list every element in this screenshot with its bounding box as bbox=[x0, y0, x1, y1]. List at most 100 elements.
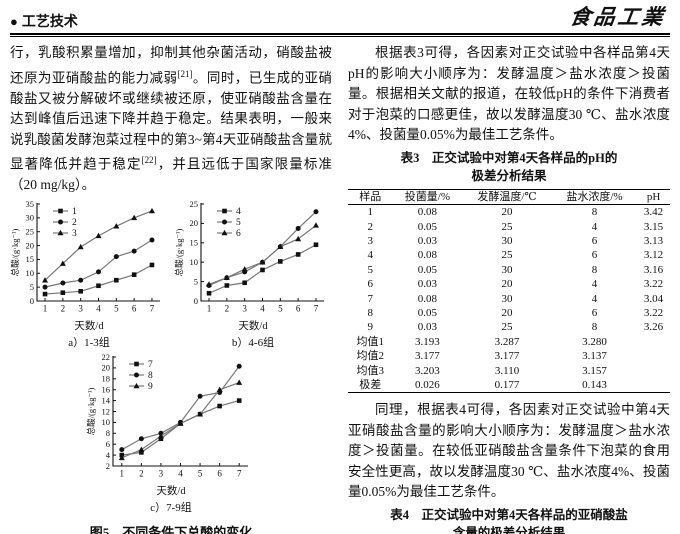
table-cell: 30 bbox=[501, 234, 513, 247]
chart-a-canvas: 0 5 10 15 20 25 30 35 1 2 3 4 5 6 7 总酸/(g·kg⁻¹) 1 2 3 bbox=[10, 198, 168, 320]
table-column-header: 样品 bbox=[348, 189, 393, 206]
chart-b-subcaption: b）4-6组 bbox=[231, 336, 275, 349]
table4-title: 表4 正交试验中对第4天各样品的亚硝酸盐 含量的极差分析结果 bbox=[348, 506, 670, 534]
table-cell: 8 bbox=[591, 206, 598, 219]
table-cell: 25 bbox=[501, 220, 513, 233]
svg-text:3: 3 bbox=[78, 303, 83, 313]
table3: 样品 投菌量/% 发酵温度/℃ 盐水浓度/% pH 1 0.08 20 8 3.42 2 0.05 25… bbox=[348, 188, 670, 394]
chart-a-subcaption: a）1-3组 bbox=[68, 336, 110, 349]
journal-logo: 食品工業 bbox=[568, 4, 668, 29]
svg-text:3: 3 bbox=[242, 303, 247, 313]
svg-text:4: 4 bbox=[106, 449, 111, 459]
table-row: 8 0.05 20 6 3.22 bbox=[348, 306, 670, 320]
table-cell: 3.22 bbox=[643, 278, 664, 291]
chart-c-xlabel: 天数/d bbox=[156, 485, 186, 497]
left-paragraph: 行，乳酸积累量增加，抑制其他杂菌活动，硝酸盐被还原为亚硝酸盐的能力减弱[21]。… bbox=[10, 43, 332, 196]
chart-a-xlabel: 天数/d bbox=[74, 320, 104, 332]
svg-text:25: 25 bbox=[190, 199, 199, 209]
table-cell bbox=[637, 349, 670, 363]
table-cell: 6 bbox=[591, 307, 598, 319]
table-column-header: 投菌量/% bbox=[392, 189, 463, 206]
section-bullet-icon: ● bbox=[10, 13, 18, 29]
table3-title-line1: 表3 正交试验中对第4天各样品的pH的 bbox=[400, 150, 618, 165]
section-label: 工艺技术 bbox=[21, 13, 78, 29]
svg-text:7: 7 bbox=[150, 303, 155, 313]
table-cell bbox=[637, 335, 670, 349]
header-rule bbox=[10, 33, 670, 37]
table-column-header: 发酵温度/℃ bbox=[462, 189, 552, 206]
svg-text:5: 5 bbox=[278, 303, 283, 313]
table-row: 均值1 3.193 3.287 3.280 bbox=[348, 335, 670, 349]
table4-title-line2: 含量的极差分析结果 bbox=[452, 526, 566, 534]
chart-c-canvas: 2 4 6 8 10 12 14 16 18 20 22 1 2 3 4 5 6 7 总酸/(g·kg⁻¹) 7 8 9 bbox=[86, 351, 256, 485]
paragraph-text: ，并且远低于国家限量标准（20 mg/kg）。 bbox=[10, 156, 333, 193]
table-cell: 3.280 bbox=[582, 335, 607, 348]
svg-text:30: 30 bbox=[26, 212, 35, 222]
table-row: 1 0.08 20 8 3.42 bbox=[348, 205, 670, 220]
svg-text:2: 2 bbox=[225, 303, 230, 313]
section-tag: ● 工艺技术 bbox=[10, 11, 78, 31]
svg-text:15: 15 bbox=[26, 254, 35, 264]
table-cell: 3.12 bbox=[643, 249, 664, 262]
table-cell: 3.16 bbox=[643, 263, 664, 276]
svg-text:6: 6 bbox=[132, 303, 137, 313]
svg-text:0: 0 bbox=[30, 295, 34, 305]
table-cell: 0.03 bbox=[417, 234, 438, 247]
table-row: 4 0.08 25 6 3.12 bbox=[348, 248, 670, 262]
table-cell: 极差 bbox=[359, 379, 382, 392]
svg-text:16: 16 bbox=[102, 384, 111, 394]
svg-text:3: 3 bbox=[72, 229, 77, 239]
table-cell: 3.26 bbox=[643, 321, 664, 334]
svg-text:5: 5 bbox=[236, 218, 241, 228]
svg-text:2: 2 bbox=[139, 468, 144, 478]
table-cell: 5 bbox=[367, 263, 374, 276]
svg-text:总酸/(g·kg⁻¹): 总酸/(g·kg⁻¹) bbox=[86, 387, 96, 435]
chart-c-subcaption: c）7-9组 bbox=[150, 501, 192, 514]
table-cell: 2 bbox=[367, 220, 374, 233]
svg-text:14: 14 bbox=[102, 395, 111, 405]
svg-text:22: 22 bbox=[102, 352, 111, 362]
svg-text:1: 1 bbox=[120, 468, 125, 478]
svg-text:5: 5 bbox=[198, 468, 203, 478]
chart-b-xlabel: 天数/d bbox=[238, 320, 268, 332]
table-cell: 3.177 bbox=[415, 350, 440, 363]
chart-a-block: 0 5 10 15 20 25 30 35 1 2 3 4 5 6 7 总酸/(g·kg⁻¹) 1 2 3 天数/d… bbox=[10, 198, 168, 350]
svg-text:7: 7 bbox=[148, 360, 153, 370]
table-cell: 20 bbox=[501, 307, 513, 319]
table-row: 9 0.03 25 8 3.26 bbox=[348, 320, 670, 334]
table-cell: 9 bbox=[367, 321, 374, 334]
table-row: 3 0.03 30 6 3.13 bbox=[348, 234, 670, 248]
svg-text:20: 20 bbox=[190, 218, 199, 228]
svg-text:总酸/(g·kg⁻¹): 总酸/(g·kg⁻¹) bbox=[174, 228, 184, 276]
table-cell: 8 bbox=[591, 321, 598, 334]
paragraph-text: 行，乳酸积累量增加，抑制其他杂菌活动，硝酸盐被还原为亚硝酸盐的能力减弱 bbox=[10, 45, 332, 85]
table-cell: 3.203 bbox=[415, 364, 440, 377]
paragraph-text: 。同时，已生成的亚硝酸盐又被分解破坏或继续被还原，使亚硝酸盐含量在达到峰值后迅速… bbox=[10, 70, 333, 172]
table-cell: 30 bbox=[501, 263, 513, 276]
table-cell: 3.110 bbox=[494, 364, 520, 377]
figure-5: 0 5 10 15 20 25 30 35 1 2 3 4 5 6 7 总酸/(g·kg⁻¹) 1 2 3 天数/d… bbox=[10, 198, 332, 534]
table-cell: 8 bbox=[591, 263, 598, 276]
table-cell: 0.08 bbox=[417, 249, 438, 262]
svg-text:20: 20 bbox=[26, 240, 35, 250]
svg-text:4: 4 bbox=[178, 468, 183, 478]
table3-title: 表3 正交试验中对第4天各样品的pH的 极差分析结果 bbox=[348, 149, 670, 185]
right-paragraph-1: 根据表3可得，各因素对正交试验中各样品第4天pH的影响大小顺序为：发酵温度＞盐水… bbox=[348, 45, 670, 142]
table-row: 2 0.05 25 4 3.15 bbox=[348, 220, 670, 234]
table-cell: 20 bbox=[501, 206, 513, 219]
left-column: 行，乳酸积累量增加，抑制其他杂菌活动，硝酸盐被还原为亚硝酸盐的能力减弱[21]。… bbox=[10, 43, 332, 534]
table-cell: 均值2 bbox=[356, 350, 385, 363]
table-row: 极差 0.026 0.177 0.143 bbox=[348, 378, 670, 393]
svg-text:25: 25 bbox=[26, 226, 35, 236]
svg-text:4: 4 bbox=[260, 303, 265, 313]
table-cell: 0.03 bbox=[417, 278, 438, 291]
table-cell: 3.15 bbox=[643, 220, 664, 233]
table-cell: 30 bbox=[501, 292, 513, 305]
table-cell: 3.13 bbox=[643, 234, 664, 247]
table-cell: 3.04 bbox=[643, 292, 664, 305]
chart-b-block: 0 5 10 15 20 25 1 2 3 4 5 6 7 总酸/(g·kg⁻¹) 4 5 6 天数/d b）4… bbox=[174, 198, 332, 350]
svg-text:1: 1 bbox=[72, 207, 77, 217]
svg-text:0: 0 bbox=[194, 295, 198, 305]
chart-legend: 123 bbox=[53, 207, 77, 239]
